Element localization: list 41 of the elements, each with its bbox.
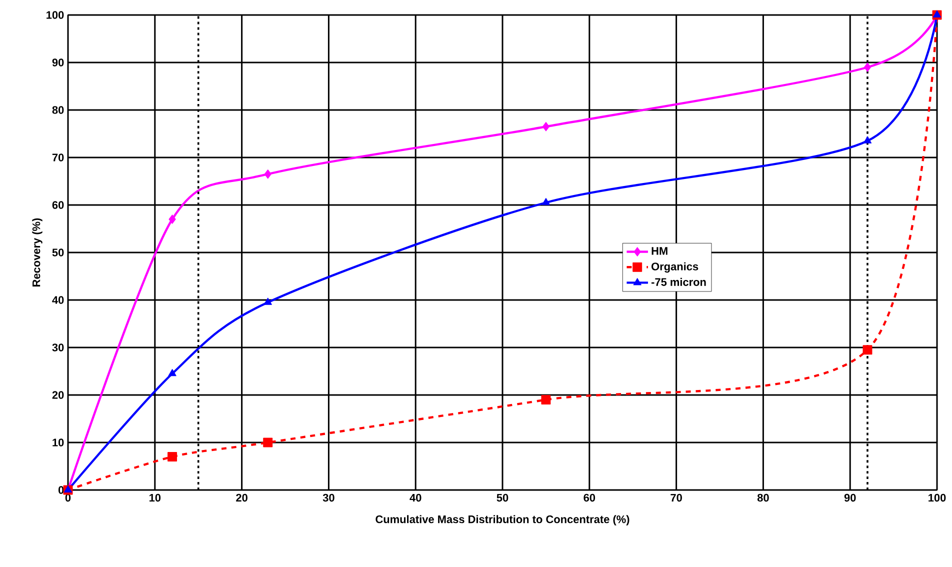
point (542, 122, 550, 132)
point (864, 62, 872, 72)
point (264, 298, 272, 305)
x-tick-label: 100 (928, 494, 946, 502)
x-tick-label: 90 (844, 494, 856, 502)
point (168, 214, 176, 224)
legend-label: HM (652, 247, 668, 255)
x-tick-label: 20 (236, 494, 248, 502)
x-tick-label: 80 (757, 494, 769, 502)
y-tick-label: 0 (58, 486, 64, 494)
point (264, 169, 272, 179)
x-tick-label: 0 (65, 494, 71, 502)
point (168, 452, 178, 462)
point (168, 368, 176, 376)
y-tick-label: 100 (46, 11, 64, 19)
x-tick-label: 70 (670, 494, 682, 502)
point (542, 198, 550, 206)
y-tick-label: 10 (52, 438, 64, 446)
point (932, 10, 942, 18)
point (863, 136, 872, 144)
point (862, 345, 872, 355)
legend-label: Organics (652, 262, 698, 273)
y-axis-title: Recovery (%) (32, 218, 42, 286)
y-tick-label: 40 (52, 296, 64, 304)
y-tick-label: 60 (52, 201, 64, 209)
x-tick-label: 60 (584, 494, 596, 502)
y-tick-label: 80 (52, 106, 64, 114)
x-tick-label: 10 (149, 494, 161, 502)
x-tick-label: 30 (322, 494, 334, 502)
y-tick-label: 90 (52, 58, 64, 66)
y-tick-label: 20 (52, 391, 64, 399)
y-tick-label: 30 (52, 344, 64, 352)
point (263, 438, 273, 448)
point (64, 485, 72, 492)
y-tick-label: 70 (52, 154, 64, 162)
x-axis-title: Cumulative Mass Distribution to Concentrate (%) (376, 515, 630, 526)
x-tick-label: 50 (496, 494, 508, 502)
x-tick-label: 40 (410, 494, 422, 502)
y-tick-label: 50 (52, 248, 64, 256)
legend-label: -75 micron (651, 278, 706, 286)
point (541, 395, 551, 404)
